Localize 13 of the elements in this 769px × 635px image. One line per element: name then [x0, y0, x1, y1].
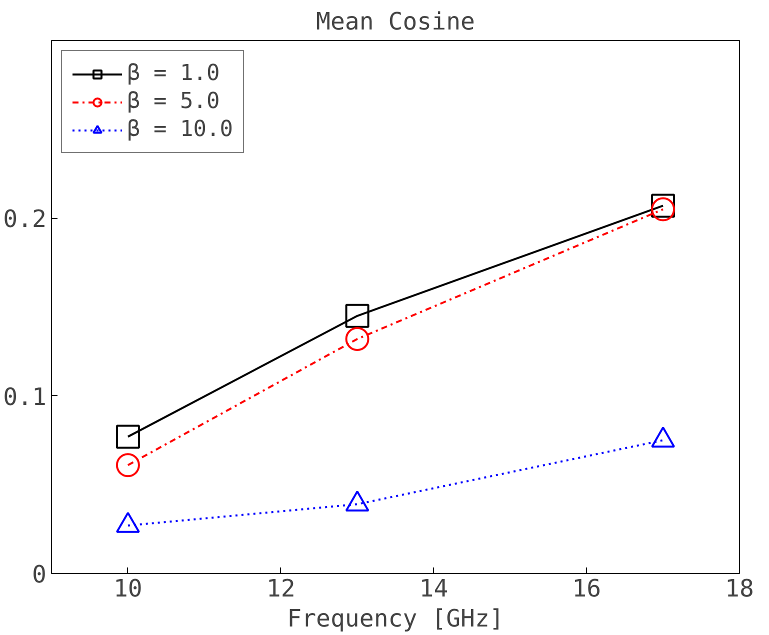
x-tick-label: 10: [113, 574, 142, 602]
x-tick-label: 14: [419, 574, 448, 602]
x-tick-label: 18: [725, 574, 754, 602]
legend-label: β = 1.0: [127, 61, 220, 86]
chart-title: Mean Cosine: [316, 8, 475, 36]
y-tick-label: 0.2: [3, 205, 47, 234]
legend-label: β = 10.0: [127, 117, 233, 142]
x-axis-title: Frequency [GHz]: [287, 604, 504, 632]
y-tick-label: 0.1: [3, 382, 47, 411]
x-tick-label: 16: [572, 574, 602, 602]
x-tick-label: 12: [266, 574, 296, 602]
y-tick-label: 0: [32, 560, 47, 588]
legend-label: β = 5.0: [127, 89, 220, 114]
